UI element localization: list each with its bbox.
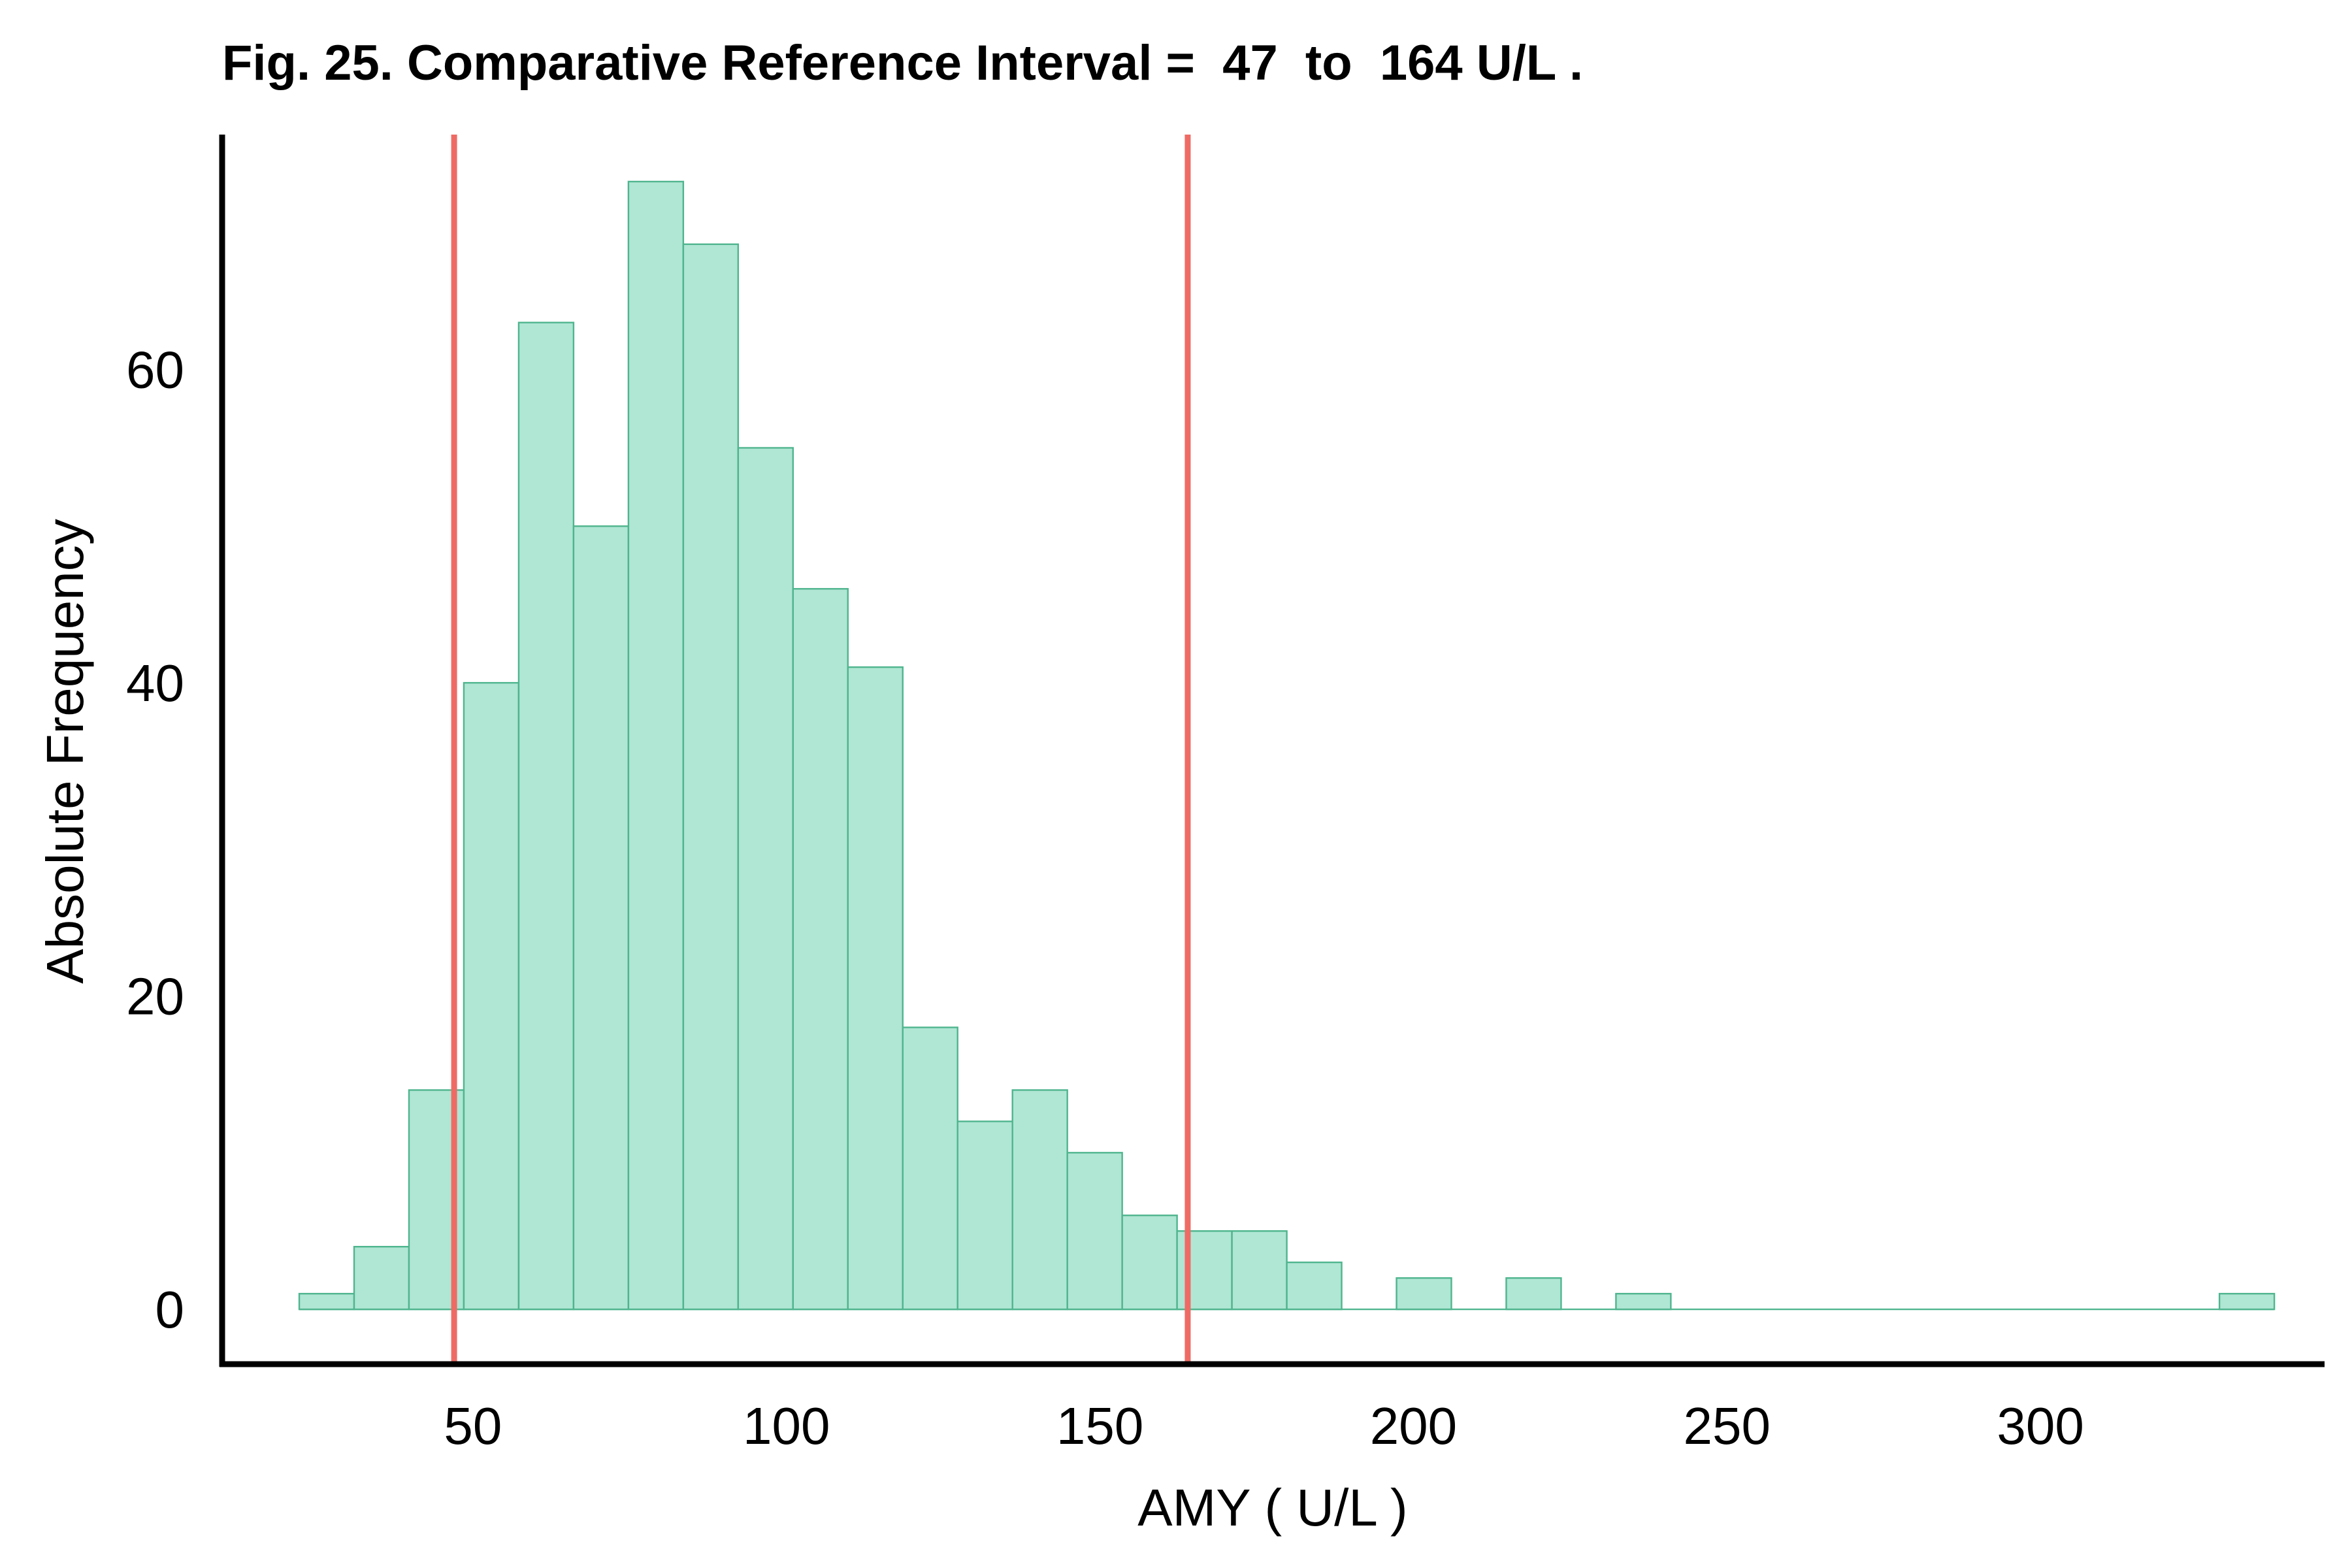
bars-group	[298, 180, 2276, 1311]
y-tick-label: 60	[126, 341, 184, 399]
chart-title: Fig. 25. Comparative Reference Interval …	[222, 35, 1583, 91]
histogram-bar	[847, 666, 904, 1311]
histogram-bar	[517, 321, 575, 1311]
y-tick-label: 40	[126, 654, 184, 712]
histogram-bar	[682, 243, 740, 1311]
histogram-bar	[792, 588, 849, 1311]
x-tick-label: 150	[1056, 1397, 1143, 1455]
histogram-bar	[1615, 1292, 1672, 1311]
histogram-bar	[627, 180, 685, 1311]
histogram-bar	[1121, 1215, 1178, 1311]
x-axis-label: AMY ( U/L )	[1137, 1478, 1407, 1537]
histogram-bar	[1396, 1277, 1452, 1311]
histogram-bar	[956, 1120, 1013, 1311]
histogram-bar	[463, 681, 520, 1311]
histogram-bar	[1505, 1277, 1562, 1311]
histogram-bar	[353, 1245, 410, 1311]
histogram-bar	[737, 447, 794, 1311]
y-axis-label: Absolute Frequency	[36, 519, 94, 984]
histogram-bar	[1066, 1152, 1123, 1311]
x-tick-label: 250	[1684, 1397, 1771, 1455]
histogram-bar	[2218, 1292, 2276, 1311]
histogram-bar	[298, 1292, 355, 1311]
x-tick-label: 300	[1997, 1397, 2083, 1455]
histogram-bar	[1011, 1089, 1068, 1311]
x-tick-label: 50	[444, 1397, 502, 1455]
histogram-bar	[902, 1026, 958, 1311]
histogram-bar	[1231, 1230, 1288, 1311]
reference-lines-group	[451, 135, 1191, 1364]
histogram-bar	[1286, 1261, 1343, 1311]
x-tick-label: 200	[1370, 1397, 1457, 1455]
histogram-bar	[572, 525, 630, 1311]
x-tick-label: 100	[743, 1397, 830, 1455]
y-tick-label: 20	[126, 968, 184, 1026]
y-tick-labels: 0 20 40 60	[126, 341, 184, 1339]
y-tick-label: 0	[155, 1281, 185, 1339]
x-tick-labels: 50 100 150 200 250 300	[444, 1397, 2083, 1455]
